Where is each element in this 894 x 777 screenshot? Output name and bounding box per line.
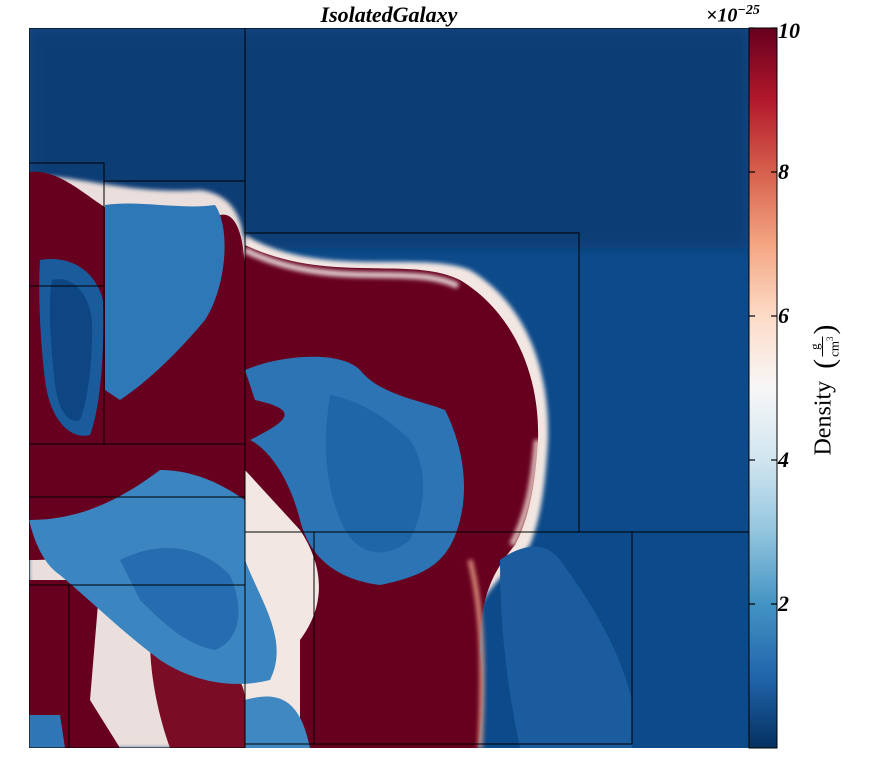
cavity-regions <box>29 203 632 748</box>
inner-cavity-core <box>325 395 424 553</box>
edge-highlights <box>243 247 540 748</box>
colorbar-tick-label: 8 <box>778 159 789 184</box>
bottom-left-pocket <box>29 715 65 748</box>
colorbar-tick-label: 2 <box>778 591 789 616</box>
lower-center-pocket <box>245 696 310 748</box>
amr-grid-boxes <box>29 28 749 748</box>
density-image <box>29 28 749 748</box>
lower-right-wedge <box>500 546 632 748</box>
colorbar-multiplier: ×10−25 <box>706 3 760 27</box>
left-cavity-core <box>49 279 93 421</box>
colorbar <box>748 27 778 749</box>
colorbar-tick-label: 6 <box>778 303 789 328</box>
colorbar-tick-label: 4 <box>778 447 789 472</box>
upper-cavity <box>105 203 225 400</box>
colorbar-label: Density (g cm3) <box>807 324 842 456</box>
unit-denominator: cm3 <box>825 336 842 357</box>
colorbar-tick-label: 10 <box>778 18 800 43</box>
colorbar-strip <box>748 27 778 749</box>
colorbar-ticks <box>749 27 777 605</box>
lower-left-lobe-core <box>120 548 239 650</box>
chart-title: IsolatedGalaxy <box>320 2 458 27</box>
unit-numerator: g <box>807 336 824 357</box>
